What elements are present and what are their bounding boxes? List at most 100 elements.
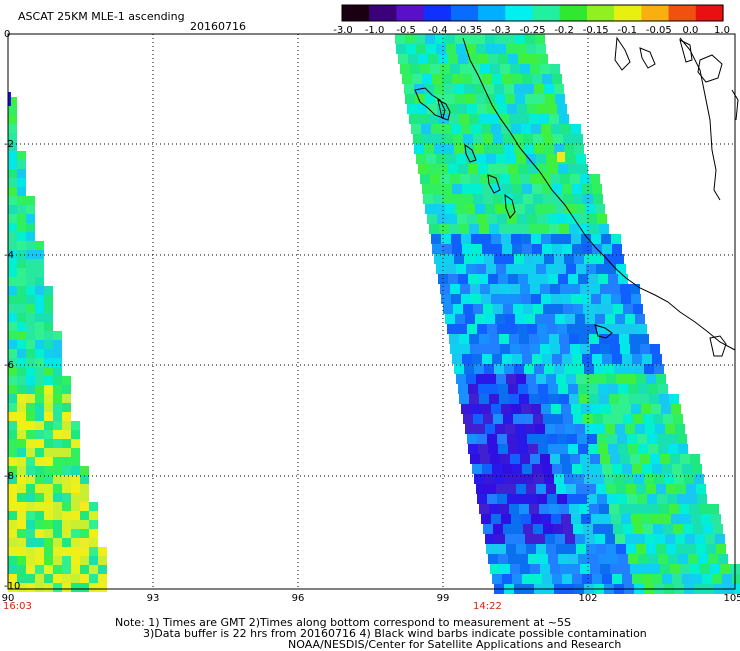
x-tick-105: 105	[723, 593, 740, 604]
swath-cell	[521, 124, 531, 134]
swath-cell	[540, 284, 550, 294]
swath-cell	[488, 54, 498, 64]
swath-cell	[648, 444, 658, 454]
swath-cell	[8, 421, 17, 430]
swath-cell	[588, 274, 598, 284]
swath-cell	[503, 304, 513, 314]
swath-cell	[62, 448, 71, 457]
swath-cell	[667, 494, 677, 504]
swath-cell	[476, 484, 486, 494]
swath-cell	[537, 214, 547, 224]
swath-cell	[558, 384, 568, 394]
swath-cell	[688, 554, 698, 564]
swath-cell	[464, 144, 474, 154]
swath-cell	[571, 124, 581, 134]
swath-cell	[494, 364, 504, 374]
swath-cell	[479, 224, 489, 234]
swath-cell	[598, 444, 608, 454]
swath-cell	[432, 74, 442, 84]
swath-cell	[665, 424, 675, 434]
swath-cell	[17, 304, 26, 313]
swath-cell	[619, 334, 629, 344]
swath-cell	[732, 574, 740, 584]
swath-cell	[26, 448, 35, 457]
swath-cell	[562, 354, 572, 364]
swath-cell	[428, 164, 438, 174]
swath-cell	[639, 504, 649, 514]
swath-cell	[71, 457, 80, 466]
swath-cell	[524, 364, 534, 374]
swath-cell	[495, 314, 505, 324]
swath-cell	[458, 54, 468, 64]
swath-cell	[561, 124, 571, 134]
swath-cell	[547, 324, 557, 334]
swath-cell	[71, 583, 80, 592]
swath-cell	[531, 294, 541, 304]
swath-cell	[513, 194, 523, 204]
swath-cell	[581, 234, 591, 244]
colorbar-swatch	[695, 5, 724, 21]
swath-cell	[35, 268, 44, 277]
swath-cell	[591, 404, 601, 414]
swath-cell	[637, 434, 647, 444]
swath-cell	[442, 74, 452, 84]
swath-cell	[480, 454, 490, 464]
swath-cell	[529, 504, 539, 514]
swath-cell	[677, 494, 687, 504]
swath-cell	[404, 84, 414, 94]
swath-cell	[460, 64, 470, 74]
swath-cell	[608, 384, 618, 394]
swath-cell	[681, 514, 691, 524]
swath-cell	[512, 244, 522, 254]
swath-cell	[516, 484, 526, 494]
swath-cell	[635, 424, 645, 434]
swath-cell	[426, 154, 436, 164]
swath-cell	[511, 514, 521, 524]
swath-cell	[465, 314, 475, 324]
swath-cell	[429, 224, 439, 234]
swath-cell	[604, 254, 614, 264]
swath-cell	[623, 304, 633, 314]
swath-cell	[44, 520, 53, 529]
swath-cell	[71, 538, 80, 547]
swath-cell	[506, 484, 516, 494]
swath-cell	[477, 104, 487, 114]
swath-cell	[523, 304, 533, 314]
swath-cell	[658, 384, 668, 394]
swath-cell	[17, 466, 26, 475]
swath-cell	[672, 574, 682, 584]
swath-cell	[462, 184, 472, 194]
swath-cell	[455, 94, 465, 104]
swath-cell	[678, 444, 688, 454]
swath-cell	[623, 414, 633, 424]
swath-cell	[663, 524, 673, 534]
swath-cell	[538, 384, 548, 394]
swath-cell	[26, 565, 35, 574]
swath-cell	[591, 514, 601, 524]
swath-cell	[485, 534, 495, 544]
swath-cell	[617, 434, 627, 444]
swath-cell	[635, 534, 645, 544]
swath-cell	[53, 574, 62, 583]
swath-cell	[550, 174, 560, 184]
swath-cell	[662, 464, 672, 474]
swath-cell	[480, 64, 490, 74]
swath-cell	[531, 124, 541, 134]
swath-cell	[416, 44, 426, 54]
swath-cell	[666, 544, 676, 554]
swath-cell	[594, 474, 604, 484]
swath-cell	[540, 564, 550, 574]
swath-cell	[466, 44, 476, 54]
swath-cell	[17, 394, 26, 403]
swath-cell	[467, 104, 477, 114]
swath-cell	[539, 504, 549, 514]
swath-cell	[441, 234, 451, 244]
swath-cell	[472, 244, 482, 254]
swath-cell	[53, 421, 62, 430]
swath-cell	[585, 204, 595, 214]
swath-cell	[500, 64, 510, 74]
swath-cell	[663, 414, 673, 424]
swath-cell	[8, 151, 17, 160]
swath-cell	[679, 504, 689, 514]
swath-cell	[44, 358, 53, 367]
